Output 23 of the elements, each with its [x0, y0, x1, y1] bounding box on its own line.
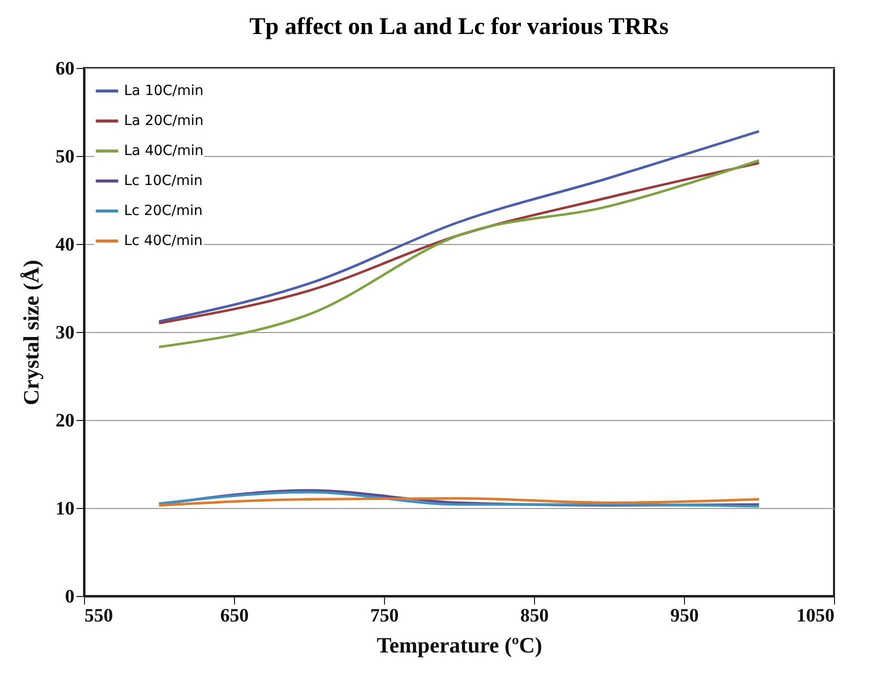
- y-axis-title: Crystal size (Å): [18, 260, 44, 406]
- y-tick-label: 30: [56, 322, 74, 344]
- x-tick-label: 850: [520, 606, 549, 626]
- chart-title: Tp affect on La and Lc for various TRRs: [249, 14, 669, 40]
- legend-label: Lc 10C/min: [124, 173, 203, 189]
- y-tick-label: 60: [56, 58, 74, 80]
- legend-label: La 10C/min: [124, 83, 204, 99]
- x-tick-label: 750: [370, 606, 399, 626]
- x-tick-label: 950: [670, 606, 699, 626]
- y-tick-label: 20: [56, 410, 74, 432]
- legend-label: La 20C/min: [124, 113, 204, 129]
- y-tick-label: 50: [56, 146, 74, 168]
- legend-label: Lc 20C/min: [124, 203, 203, 219]
- x-axis-title: Temperature (ºC): [376, 632, 542, 658]
- legend-label: La 40C/min: [124, 143, 204, 159]
- line-series: [158, 497, 760, 507]
- x-tick-label: 650: [220, 606, 249, 626]
- x-tick-label: 550: [84, 606, 113, 626]
- y-tick-label: 10: [56, 498, 74, 520]
- y-tick-label: 0: [65, 586, 74, 608]
- legend-label: Lc 40C/min: [124, 233, 203, 249]
- y-tick-label: 40: [56, 234, 74, 256]
- x-tick-label: 1050: [796, 606, 834, 626]
